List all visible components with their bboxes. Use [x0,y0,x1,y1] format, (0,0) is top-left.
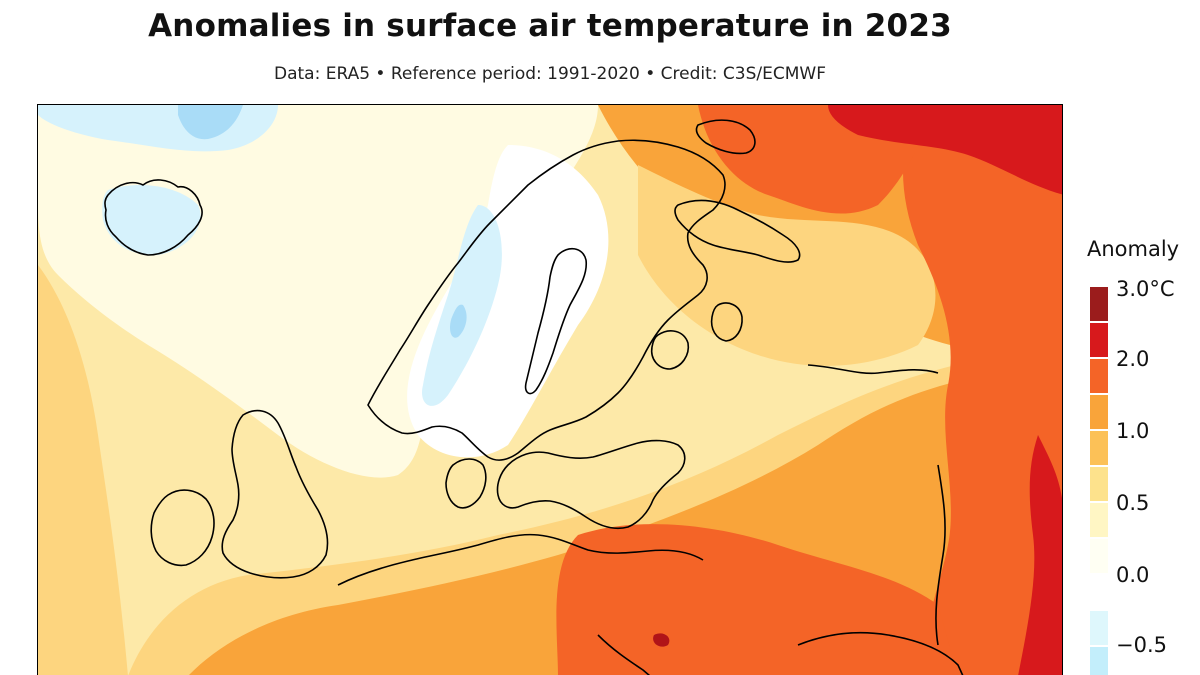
chart-subtitle: Data: ERA5 • Reference period: 1991-2020… [274,64,826,84]
legend-label-0.5: 0.5 [1116,491,1150,515]
coastline-gulf-of-bothnia [524,247,588,395]
anomaly-hotspot [653,633,670,647]
legend-swatch-0.0-0.25 [1090,539,1108,573]
anomaly-field-scandinavia-cold [450,304,467,338]
legend-label-neg0.5: −0.5 [1116,633,1167,657]
coastline-barents [695,119,756,155]
coastline-ireland [150,489,215,567]
legend-label-0.0: 0.0 [1116,563,1150,587]
coastlines [104,119,964,675]
coastline-black-sea [797,631,964,675]
anomaly-map [37,104,1063,675]
anomaly-field-northeast-red [828,105,1062,195]
legend-label-3.0: 3.0°C [1116,277,1175,301]
anomaly-field-east-red [1018,435,1062,675]
anomaly-field-arctic-cold [178,105,243,140]
river-east-1 [807,364,939,375]
legend-swatch-0.75-1.0 [1090,431,1108,465]
coastline-baltic [496,439,686,530]
legend-title: Anomaly [1087,237,1180,261]
coastline-iceland [104,179,203,256]
coastline-denmark [445,458,487,509]
coastline-white-sea [674,199,801,263]
anomaly-field-iceland-cool [102,185,201,256]
coastline-mediterranean [597,634,651,675]
legend-swatch-1.0-1.5 [1090,395,1108,429]
coastline-lake-onega [710,302,743,342]
legend-swatch-neg0.75-neg0.5 [1090,647,1108,675]
legend-swatch-2.5-3.0 [1090,287,1108,321]
legend-swatch-0.25-0.5 [1090,503,1108,537]
legend-swatch-2.0-2.5 [1090,323,1108,357]
chart-title: Anomalies in surface air temperature in … [148,8,952,44]
coastline-great-britain [221,409,329,579]
river-east-2 [935,464,946,646]
legend-swatch-neg0.5-neg0.25 [1090,611,1108,645]
coastline-continent [337,533,704,586]
coastline-lake-ladoga [650,330,690,370]
legend-swatch-0.5-0.75 [1090,467,1108,501]
legend-label-1.0: 1.0 [1116,419,1150,443]
legend-swatch-1.5-2.0 [1090,359,1108,393]
legend-swatch-neg0.25-0.0 [1090,575,1108,609]
coastline-scandinavia [367,139,726,462]
legend-label-2.0: 2.0 [1116,347,1150,371]
anomaly-field-east-orange-red [903,105,1062,675]
anomaly-field-west-orange [38,265,128,675]
